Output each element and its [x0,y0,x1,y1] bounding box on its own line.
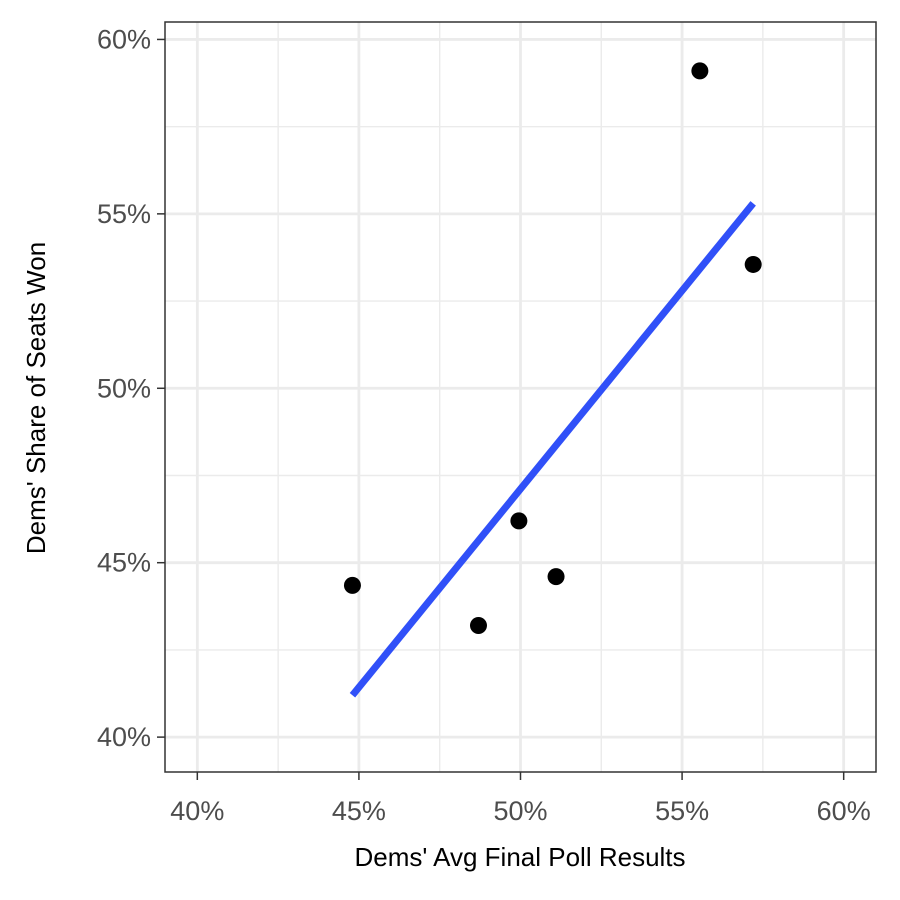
grid-major [165,22,876,772]
x-tick-label: 50% [493,796,547,826]
x-tick-label: 55% [655,796,709,826]
y-tick-label: 60% [97,24,151,54]
y-tick-label: 55% [97,199,151,229]
x-axis-ticks: 40% 45% 50% 55% 60% [170,772,871,826]
data-point [510,512,528,530]
data-point [469,616,487,634]
trend-line-layer [349,201,756,698]
data-point [547,568,565,586]
y-axis-ticks: 40% 45% 50% 55% 60% [97,24,165,752]
x-axis-title: Dems' Avg Final Poll Results [354,842,685,872]
x-tick-label: 40% [170,796,224,826]
x-tick-label: 45% [332,796,386,826]
trend-line [349,201,756,698]
y-tick-label: 40% [97,722,151,752]
y-tick-label: 50% [97,373,151,403]
points-layer [343,62,762,634]
y-tick-label: 45% [97,548,151,578]
x-tick-label: 60% [817,796,871,826]
data-point [744,255,762,273]
data-point [343,576,361,594]
data-point [691,62,709,80]
y-axis-title: Dems' Share of Seats Won [21,242,51,554]
